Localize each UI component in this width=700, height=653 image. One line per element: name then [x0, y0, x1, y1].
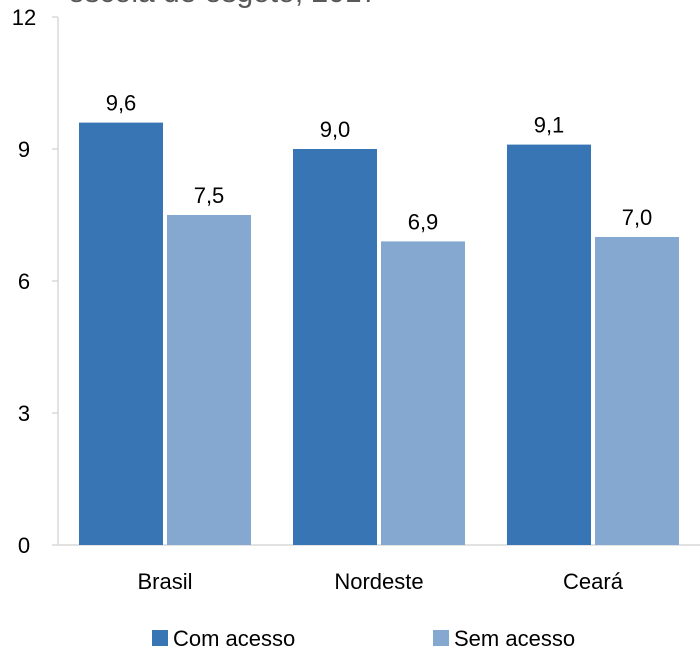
- bar-sem-acesso: [595, 237, 679, 545]
- bar-com-acesso: [507, 144, 591, 545]
- bar-sem-acesso: [167, 215, 251, 545]
- legend-swatch: [433, 630, 449, 646]
- chart-title: escola de esgoto, 2017: [68, 0, 378, 10]
- data-label: 9,0: [320, 117, 351, 142]
- bar-com-acesso: [79, 122, 163, 545]
- y-tick-label: 6: [18, 269, 30, 294]
- data-label: 7,5: [194, 183, 225, 208]
- y-tick-label: 12: [12, 5, 36, 30]
- data-label: 9,6: [106, 91, 137, 116]
- data-label: 9,1: [534, 113, 565, 138]
- x-tick-label: Nordeste: [334, 569, 423, 594]
- x-tick-label: Brasil: [137, 569, 192, 594]
- bar-sem-acesso: [381, 241, 465, 545]
- y-tick-label: 3: [18, 401, 30, 426]
- y-tick-label: 9: [18, 137, 30, 162]
- data-label: 7,0: [622, 205, 653, 230]
- data-label: 6,9: [408, 209, 439, 234]
- bar-com-acesso: [293, 149, 377, 545]
- legend-label: Com acesso: [173, 626, 295, 651]
- legend-swatch: [152, 630, 168, 646]
- x-tick-label: Ceará: [563, 569, 624, 594]
- legend-label: Sem acesso: [454, 626, 575, 651]
- y-tick-label: 0: [18, 533, 30, 558]
